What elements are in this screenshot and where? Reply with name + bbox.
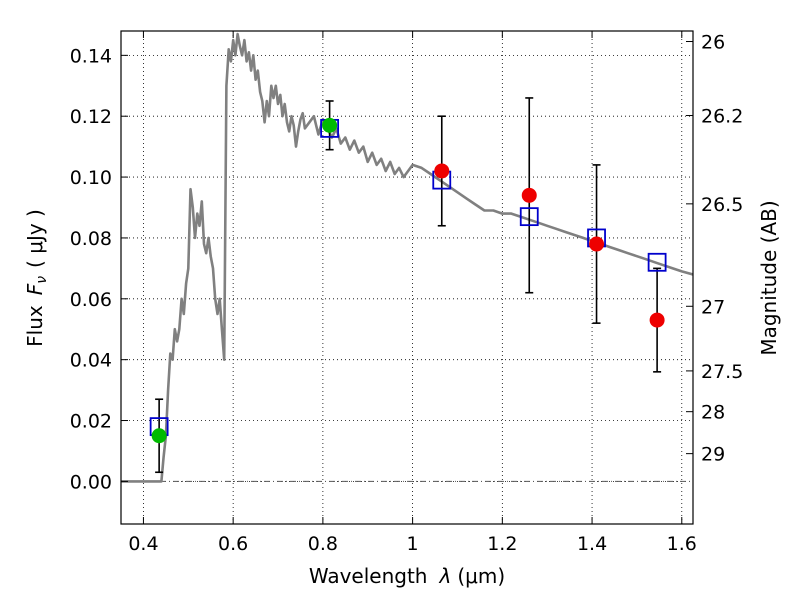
- x-tick-label: 0.8: [308, 533, 338, 555]
- y-axis-label: Flux Fν ( μJy ): [23, 209, 50, 347]
- infrared-detection-point: [589, 236, 605, 252]
- infrared-detection-point: [521, 187, 537, 203]
- optical-detection-point: [151, 428, 167, 444]
- magnitude-axis-ticks: 26 26.2 26.5 27 27.5 28 29: [686, 32, 743, 466]
- x-tick-label: 1.6: [667, 533, 697, 555]
- y-tick-label: 0.10: [70, 167, 112, 189]
- y-axis-ticks: 0.00 0.02 0.04 0.06 0.08 0.10 0.12 0.14: [70, 45, 128, 493]
- magnitude-tick-label: 27: [701, 296, 725, 318]
- magnitude-axis-label: Magnitude (AB): [757, 200, 781, 355]
- x-axis-label-unit: (μm): [457, 564, 505, 588]
- magnitude-tick-label: 26.2: [701, 106, 743, 128]
- y-tick-label: 0.06: [70, 289, 112, 311]
- infrared-detection-point: [434, 163, 450, 179]
- plot-frame: [120, 30, 694, 525]
- magnitude-tick-label: 26: [701, 32, 725, 54]
- x-axis-label-text: Wavelength: [309, 564, 428, 588]
- x-axis-label: Wavelength λ (μm): [309, 564, 505, 588]
- y-axis-label-unit: ( μJy ): [23, 209, 47, 268]
- magnitude-tick-label: 28: [701, 402, 725, 424]
- x-tick-label: 0.6: [218, 533, 248, 555]
- model-photometry-square: [647, 252, 667, 272]
- detection-markers: [151, 117, 665, 444]
- infrared-detection-point: [649, 312, 665, 328]
- x-tick-label: 1.4: [577, 533, 607, 555]
- y-tick-label: 0.08: [70, 228, 112, 250]
- y-tick-label: 0.04: [70, 350, 112, 372]
- optical-detection-point: [322, 117, 338, 133]
- y-tick-label: 0.00: [70, 471, 112, 493]
- y-tick-label: 0.14: [70, 45, 112, 67]
- magnitude-tick-label: 29: [701, 444, 725, 466]
- x-axis-label-symbol: λ: [439, 564, 452, 588]
- x-tick-label: 0.4: [128, 533, 158, 555]
- x-axis-ticks: 0.4 0.6 0.8 1 1.2 1.4 1.6: [128, 31, 697, 555]
- y-tick-label: 0.12: [70, 106, 112, 128]
- y-axis-label-text: Flux: [23, 305, 47, 347]
- magnitude-tick-label: 26.5: [701, 194, 743, 216]
- plot-background: [121, 31, 693, 524]
- y-axis-label-symbol: F: [23, 283, 47, 295]
- model-photometry-square: [519, 207, 539, 227]
- magnitude-tick-label: 27.5: [701, 361, 743, 383]
- y-tick-label: 0.02: [70, 411, 112, 433]
- x-tick-label: 1: [407, 533, 419, 555]
- x-tick-label: 1.2: [487, 533, 517, 555]
- model-spectrum-line: [121, 32, 693, 483]
- y-axis-label-subscript: ν: [34, 276, 50, 284]
